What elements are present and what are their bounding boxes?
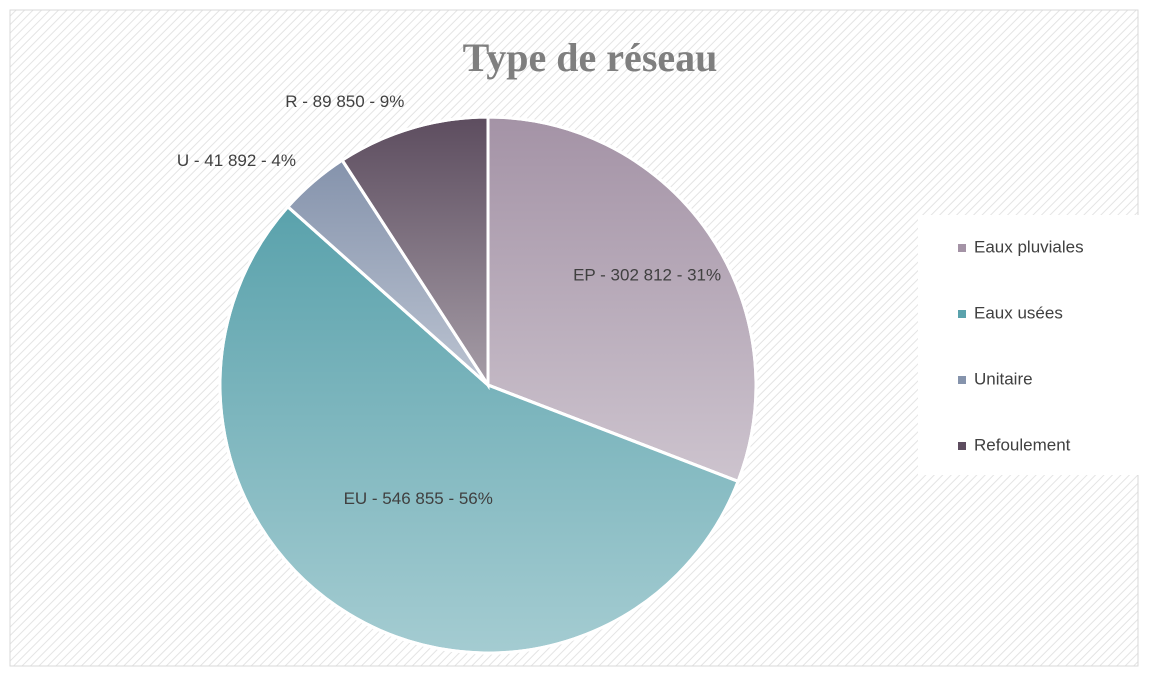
legend-swatch xyxy=(958,442,966,450)
data-label: U - 41 892 - 4% xyxy=(177,151,296,170)
chart-title: Type de réseau xyxy=(463,35,718,80)
legend-label: Eaux usées xyxy=(974,303,1063,322)
legend-swatch xyxy=(958,310,966,318)
legend-label: Refoulement xyxy=(974,435,1071,454)
slice-shade xyxy=(486,115,758,484)
data-label: EU - 546 855 - 56% xyxy=(344,489,493,508)
slice-shade xyxy=(218,204,741,655)
legend-label: Eaux pluviales xyxy=(974,237,1084,256)
legend-label: Unitaire xyxy=(974,369,1033,388)
legend-swatch xyxy=(958,376,966,384)
data-label: EP - 302 812 - 31% xyxy=(573,265,721,284)
data-label: R - 89 850 - 9% xyxy=(285,92,404,111)
legend-swatch xyxy=(958,244,966,252)
legend-box xyxy=(918,215,1150,475)
slice-shade xyxy=(340,115,490,391)
